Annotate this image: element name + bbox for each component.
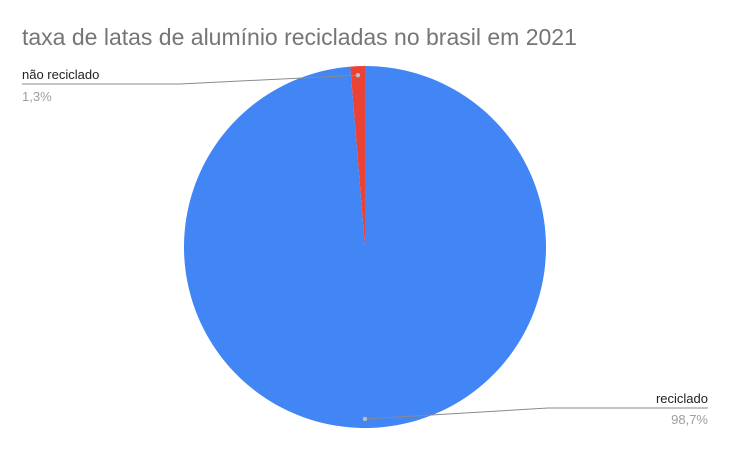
- leader-dot-reciclado: [362, 416, 368, 422]
- leader-line-reciclado: [364, 407, 708, 420]
- leader-line-nao-reciclado: [22, 74, 359, 85]
- slice-percent-reciclado: 98,7%: [671, 412, 708, 427]
- slice-label-nao-reciclado: não reciclado: [22, 67, 99, 82]
- pie-slice-reciclado: [184, 66, 547, 428]
- slice-label-reciclado: reciclado: [656, 391, 708, 406]
- leader-dot-nao-reciclado: [355, 72, 361, 78]
- slice-percent-nao-reciclado: 1,3%: [22, 89, 52, 104]
- chart-title: taxa de latas de alumínio recicladas no …: [22, 24, 577, 50]
- pie-slice-nao-reciclado: [350, 66, 365, 247]
